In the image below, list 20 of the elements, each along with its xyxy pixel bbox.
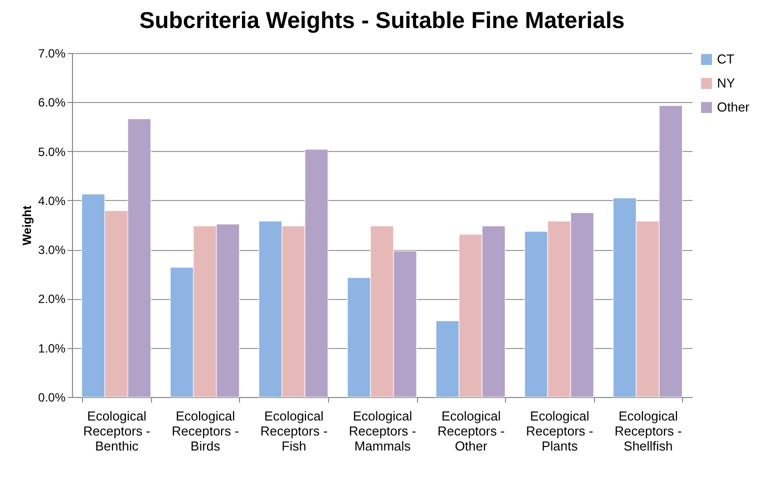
y-tick-label: 7.0% [38, 46, 66, 60]
y-tick-label: 4.0% [38, 194, 66, 208]
y-tick-label: 1.0% [38, 341, 66, 356]
y-tick-label: 5.0% [38, 144, 66, 159]
x-tick-label: Ecological Receptors - Fish [260, 408, 328, 454]
legend-label: Other [717, 100, 750, 114]
y-tick-label: 3.0% [38, 243, 66, 258]
legend-label: NY [717, 76, 736, 90]
x-tick-label: Ecological Receptors - Benthic [83, 408, 150, 454]
x-tick-label: Ecological Receptors - Birds [172, 408, 239, 454]
y-tick-label: 6.0% [38, 96, 66, 110]
x-tick-label: Ecological Receptors - Mammals [348, 408, 416, 454]
legend-label: CT [717, 52, 734, 66]
chart-title: Subcriteria Weights - Suitable Fine Materials [139, 7, 625, 33]
y-tick-label: 2.0% [38, 292, 66, 306]
x-tick-label: Ecological Receptors - Shellfish [614, 408, 682, 454]
y-axis-title: Weight [20, 206, 34, 246]
x-tick-label: Ecological Receptors - Other [437, 408, 505, 454]
x-tick-label: Ecological Receptors - Plants [526, 408, 594, 454]
y-tick-label: 0.0% [38, 390, 66, 404]
